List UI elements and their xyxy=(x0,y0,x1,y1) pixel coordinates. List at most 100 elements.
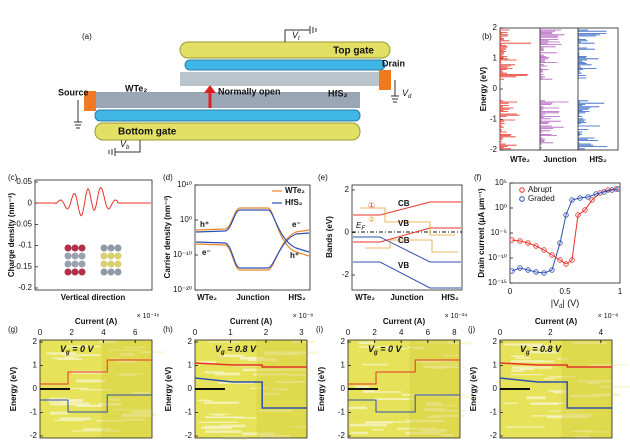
heatmap-stripe xyxy=(526,396,546,400)
gate-label: Vg = 0.8 V xyxy=(520,344,562,355)
x-axis-label-part: |V xyxy=(551,298,559,308)
gate-label-part: V xyxy=(368,344,375,354)
y-tick-label: -0.1 xyxy=(18,241,32,250)
vd-main: V xyxy=(402,88,409,98)
gate-label-part: g xyxy=(65,350,70,356)
y-tick-label: 10⁻⁵ xyxy=(491,228,507,237)
gate-label-part: g xyxy=(373,350,378,356)
heatmap-stripe xyxy=(526,350,558,354)
heatmap-stripe xyxy=(362,363,388,366)
heatmap-stripe xyxy=(217,381,255,384)
y-axis-label: Energy (eV) xyxy=(9,366,18,411)
x-tick-label: 1 xyxy=(228,328,233,337)
atom xyxy=(71,244,79,252)
atom xyxy=(78,260,86,268)
y-tick-label: 0 xyxy=(341,384,346,393)
x-tick-label: 0 xyxy=(498,328,503,337)
x-label: HfS₂ xyxy=(589,155,607,164)
y-tick-label: 0 xyxy=(493,84,498,93)
drain-ground xyxy=(391,80,399,103)
y-tick-label: 2 xyxy=(493,337,498,346)
heatmap-stripe xyxy=(348,406,367,410)
panel-label: (g) xyxy=(8,325,18,334)
y-tick-label: -0.05 xyxy=(14,220,33,229)
x-tick-label: 1 xyxy=(618,287,623,296)
heatmap-stripe xyxy=(198,421,238,423)
heatmap-stripe xyxy=(47,399,84,403)
charge-curve xyxy=(36,186,151,217)
x-axis-label: Current (A) xyxy=(383,317,426,326)
axes-frame xyxy=(499,27,619,151)
heatmap-stripe xyxy=(531,345,548,349)
x-axis-label: |Vd| (V) xyxy=(551,298,580,309)
cb-wte2 xyxy=(353,201,461,216)
gate-label: Vg = 0 V xyxy=(368,344,402,355)
band-label: CB xyxy=(398,199,410,208)
marker-point xyxy=(593,191,599,197)
x-label: Junction xyxy=(390,293,423,302)
y-tick-label: -2 xyxy=(342,270,350,279)
y-tick-label: -1 xyxy=(338,408,346,417)
atom xyxy=(100,260,108,268)
carrier-label: e⁻ xyxy=(202,248,211,257)
y-axis-label: Drain current (μA μm⁻¹) xyxy=(477,188,486,278)
marker-point xyxy=(597,190,603,196)
gate-label-part: V xyxy=(60,344,67,354)
vb-line xyxy=(194,377,307,409)
heatmap-stripe xyxy=(363,389,374,392)
panel-label: (a) xyxy=(82,32,92,41)
y-tick-label: -2 xyxy=(30,431,38,440)
heatmap-stripe xyxy=(71,430,110,432)
heatmap-stripe xyxy=(503,402,518,405)
vb-line xyxy=(499,377,612,409)
heatmap-stripe xyxy=(515,357,531,360)
vb-sub: b xyxy=(126,145,130,151)
heatmap-stripe xyxy=(75,379,106,383)
marker-point xyxy=(569,257,575,263)
marker-point xyxy=(533,243,539,249)
heatmap-stripe xyxy=(233,417,258,419)
vt-label: Vt xyxy=(292,30,300,41)
vb-hfs2 xyxy=(353,261,461,289)
y-tick-label: 1 xyxy=(493,54,498,63)
heatmap-stripe xyxy=(67,387,88,390)
marker-point xyxy=(615,186,621,192)
y-tick-label: 10⁵ xyxy=(495,178,507,187)
x-tick-label: 0.5 xyxy=(559,287,571,296)
marker-point xyxy=(589,197,595,203)
y-tick-label: -2 xyxy=(490,145,498,154)
drain-label: Drain xyxy=(382,58,405,68)
y-axis-label: Bands (eV) xyxy=(325,216,334,258)
heatmap-block xyxy=(409,340,460,438)
y-tick-label: 0 xyxy=(33,384,38,393)
bottom-gate-label: Bottom gate xyxy=(118,127,177,138)
atom xyxy=(64,244,72,252)
marker-point xyxy=(563,212,569,218)
heatmap-stripe xyxy=(53,420,84,422)
fermi-label-part: F xyxy=(361,226,365,232)
marker-point xyxy=(533,269,539,275)
y-tick-label: -1 xyxy=(490,115,498,124)
y-tick-label: -1 xyxy=(30,408,38,417)
carrier-label: e⁻ xyxy=(292,220,301,229)
marker-point xyxy=(563,261,569,267)
current-curve xyxy=(511,188,619,274)
heatmap-stripe xyxy=(83,428,110,431)
y-tick-label: 0 xyxy=(188,384,193,393)
panel-label: (i) xyxy=(316,325,323,334)
atom xyxy=(100,268,108,276)
panel-label: (j) xyxy=(468,325,475,334)
heatmap-stripe xyxy=(49,411,69,415)
heatmap-block xyxy=(561,340,612,438)
heatmap-stripe xyxy=(373,398,414,400)
heatmap-stripe xyxy=(362,391,402,393)
heatmap-stripe xyxy=(358,346,394,348)
x-label: Junction xyxy=(543,155,576,164)
marker: ② xyxy=(368,215,375,224)
heatmap-stripe xyxy=(543,378,554,380)
x-label: WTe₂ xyxy=(197,293,217,302)
heatmap-stripe xyxy=(59,417,91,421)
y-axis-label: Energy (eV) xyxy=(479,66,488,111)
heatmap-stripe xyxy=(197,360,216,364)
atom xyxy=(78,268,86,276)
